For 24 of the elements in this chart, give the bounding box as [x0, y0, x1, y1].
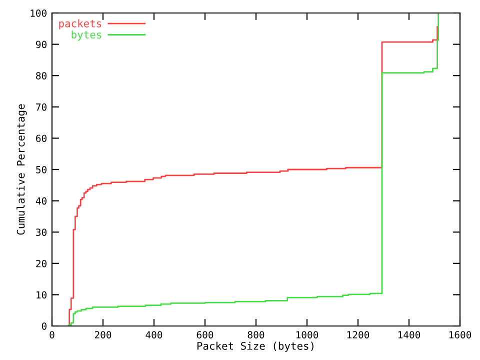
x-tick-label: 800: [248, 331, 264, 338]
y-tick-label: 60: [36, 134, 47, 142]
x-tick-label: 0: [50, 331, 54, 338]
x-tick-label: 400: [146, 331, 162, 338]
legend-label: packets: [59, 19, 102, 30]
x-tick-label: 1000: [296, 331, 318, 338]
x-tick-label: 200: [94, 331, 112, 338]
y-tick-label: 10: [36, 291, 47, 299]
x-tick-label: 600: [196, 331, 214, 338]
y-tick-label: 30: [36, 228, 47, 236]
y-tick-label: 80: [36, 72, 47, 80]
y-axis-title: Cumulative Percentage: [16, 104, 27, 235]
y-tick-label: 100: [30, 10, 47, 17]
y-tick-label: 90: [36, 40, 47, 48]
y-tick-label: 0: [42, 322, 47, 330]
x-tick-label: 1200: [347, 331, 370, 338]
y-tick-label: 40: [36, 197, 47, 205]
y-tick-label: 70: [36, 103, 47, 111]
x-tick-label: 1400: [398, 331, 420, 338]
y-tick-label: 20: [36, 260, 47, 268]
legend-label: bytes: [72, 30, 102, 41]
y-tick-label: 50: [36, 166, 47, 174]
x-axis-title: Packet Size (bytes): [197, 342, 314, 352]
x-tick-label: 1600: [449, 331, 472, 338]
